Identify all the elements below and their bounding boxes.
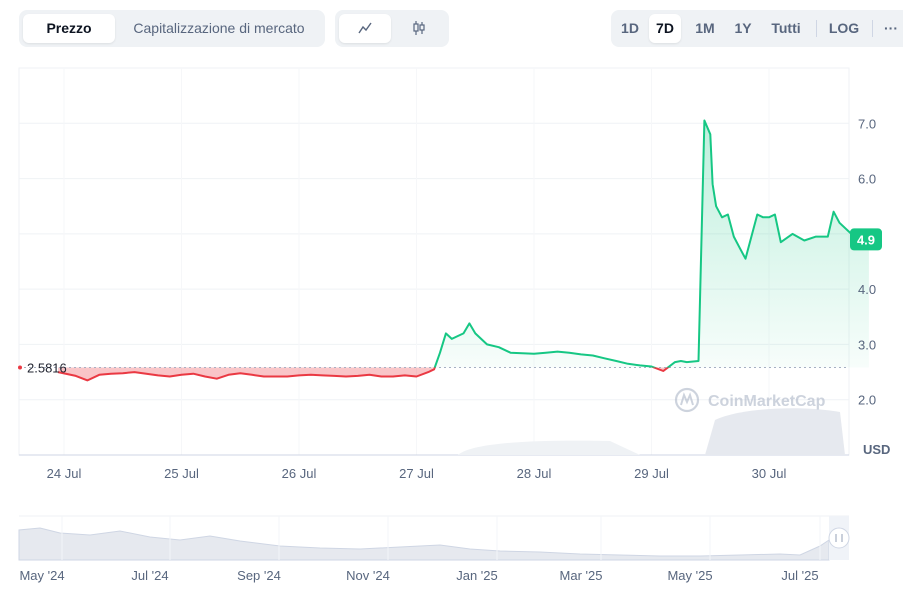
x-tick-label: 29 Jul — [634, 466, 669, 481]
current-price-badge: 4.9 — [850, 228, 882, 251]
coinmarketcap-logo-icon — [674, 387, 700, 413]
range-1d-button[interactable]: 1D — [621, 20, 639, 36]
coinmarketcap-mark — [680, 392, 694, 406]
y-tick-label: 2.0 — [858, 393, 876, 408]
volume-area — [458, 440, 640, 455]
y-tick-label: 6.0 — [858, 172, 876, 187]
x-tick-label: 25 Jul — [164, 466, 199, 481]
watermark-text: CoinMarketCap — [708, 393, 826, 410]
price-badge-bg — [850, 228, 882, 251]
area-up — [58, 120, 869, 368]
volume-area — [705, 408, 845, 455]
price-area-up — [58, 120, 869, 368]
volume-bars — [458, 408, 845, 455]
navigator-tick-label: Jul '24 — [131, 568, 168, 583]
chart-tabs: Prezzo Capitalizzazione di mercato — [19, 10, 325, 47]
range-1m-button[interactable]: 1M — [695, 20, 715, 36]
x-tick-label: 30 Jul — [752, 466, 787, 481]
range-7d-button[interactable]: 7D — [649, 14, 681, 43]
navigator[interactable]: May '24 Jul '24 Sep '24 Nov '24 Jan '25 Mar '… — [18, 515, 850, 583]
candlestick-chart-button[interactable] — [393, 14, 445, 43]
navigator-area — [18, 527, 830, 561]
x-axis: 24 Jul 25 Jul 26 Jul 27 Jul 28 Jul 29 Jul 30 J… — [47, 466, 787, 481]
watermark: CoinMarketCap — [674, 387, 826, 413]
more-options-button[interactable]: ··· — [884, 20, 898, 36]
range-all-button[interactable]: Tutti — [771, 20, 801, 36]
x-tick-label: 28 Jul — [517, 466, 552, 481]
navigator-tick-label: Jul '25 — [781, 568, 818, 583]
baseline-marker: 2.5816 — [18, 361, 67, 376]
baseline-dot — [18, 365, 22, 370]
drag-handle-icon[interactable] — [828, 527, 850, 549]
current-price-label: 4.9 — [857, 232, 875, 247]
range-divider — [872, 20, 873, 37]
navigator-tick-label: Sep '24 — [237, 568, 281, 583]
range-selector: 1D 7D 1M 1Y Tutti LOG ··· — [611, 10, 903, 47]
candlestick-icon — [413, 21, 425, 35]
navigator-tick-label: May '25 — [667, 568, 712, 583]
y-tick-label: 7.0 — [858, 116, 876, 131]
navigator-tick-label: Jan '25 — [456, 568, 498, 583]
navigator-tick-label: May '24 — [19, 568, 64, 583]
line-chart-icon — [358, 22, 372, 34]
x-tick-label: 27 Jul — [399, 466, 434, 481]
currency-label: USD — [863, 442, 890, 457]
log-scale-button[interactable]: LOG — [828, 20, 860, 36]
y-tick-label: 3.0 — [858, 337, 876, 352]
baseline-label: 2.5816 — [27, 361, 67, 376]
navigator-tick-label: Nov '24 — [346, 568, 390, 583]
x-tick-label: 24 Jul — [47, 466, 82, 481]
y-tick-label: 4.0 — [858, 282, 876, 297]
navigator-tick-label: Mar '25 — [560, 568, 603, 583]
chart-type-toggle — [335, 10, 449, 47]
navigator-x-axis: May '24 Jul '24 Sep '24 Nov '24 Jan '25 Mar '… — [19, 516, 821, 583]
tab-price[interactable]: Prezzo — [23, 14, 115, 43]
price-line-up — [433, 119, 870, 368]
range-divider — [816, 20, 817, 37]
range-1y-button[interactable]: 1Y — [734, 20, 752, 36]
tab-market-cap[interactable]: Capitalizzazione di mercato — [133, 20, 305, 36]
x-tick-label: 26 Jul — [282, 466, 317, 481]
price-line-down — [57, 367, 670, 382]
line-chart-button[interactable] — [339, 14, 391, 43]
